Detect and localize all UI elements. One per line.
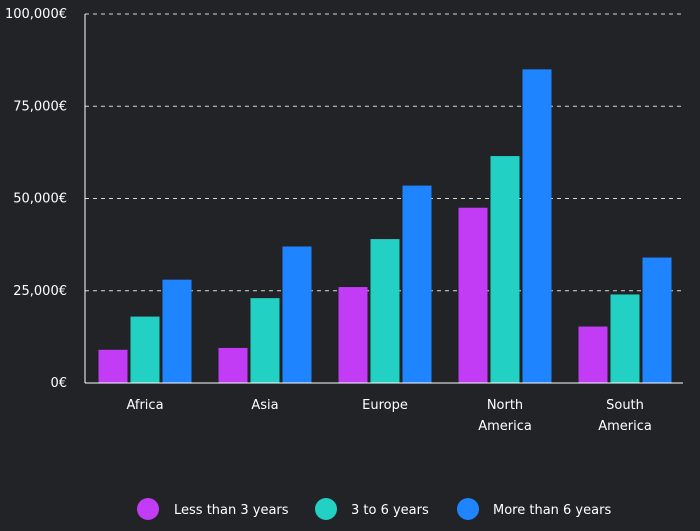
legend-label: 3 to 6 years (351, 503, 429, 518)
bar-more-than-6-years (642, 257, 672, 383)
legend-marker (315, 498, 337, 520)
y-tick-label: 25,000€ (13, 284, 67, 299)
x-tick-label: America (478, 419, 532, 434)
bar-more-than-6-years (282, 246, 312, 383)
bar-3-to-6-years (370, 239, 400, 383)
bar-less-than-3-years (98, 349, 128, 383)
bar-3-to-6-years (130, 316, 160, 383)
y-tick-label: 50,000€ (13, 192, 67, 207)
bar-less-than-3-years (578, 326, 608, 383)
legend-marker (137, 498, 159, 520)
bar-less-than-3-years (458, 207, 488, 383)
bar-less-than-3-years (218, 347, 248, 383)
legend-label: Less than 3 years (174, 503, 289, 518)
bar-3-to-6-years (610, 294, 640, 383)
legend-marker (457, 498, 479, 520)
legend-label: More than 6 years (493, 503, 611, 518)
bar-more-than-6-years (402, 185, 432, 383)
x-tick-label: Europe (362, 398, 408, 413)
x-tick-label: South (606, 398, 644, 413)
bar-3-to-6-years (250, 298, 280, 383)
y-tick-label: 75,000€ (13, 99, 67, 114)
bar-less-than-3-years (338, 287, 368, 383)
x-tick-label: Africa (126, 398, 163, 413)
x-tick-label: America (598, 419, 652, 434)
x-tick-label: North (487, 398, 523, 413)
x-tick-label: Asia (251, 398, 278, 413)
bar-more-than-6-years (522, 69, 552, 383)
bar-3-to-6-years (490, 156, 520, 383)
y-tick-label: 0€ (50, 376, 67, 391)
bar-more-than-6-years (162, 279, 192, 383)
y-tick-label: 100,000€ (5, 7, 67, 22)
